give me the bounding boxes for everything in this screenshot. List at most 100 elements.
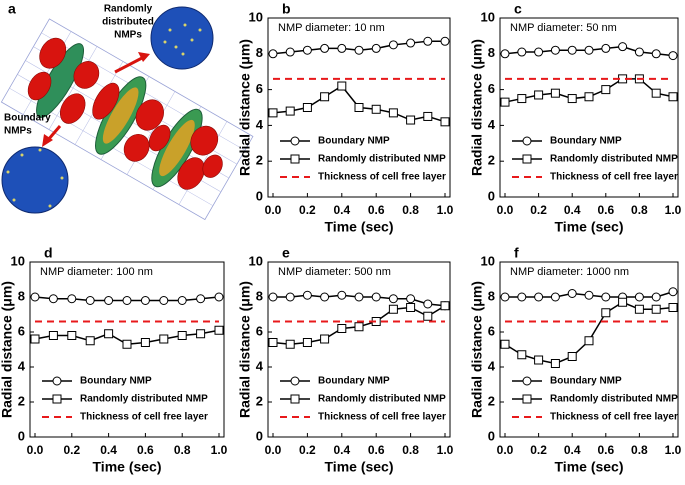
- legend-label: Boundary NMP: [318, 136, 390, 147]
- panel-label: d: [44, 245, 53, 261]
- point: [668, 287, 678, 297]
- point: [517, 47, 527, 57]
- x-tick-label: 0.6: [368, 443, 385, 457]
- y-tick-label: 4: [256, 117, 264, 132]
- x-tick-label: 0.2: [299, 443, 316, 457]
- x-axis-label: Time (sec): [93, 459, 162, 475]
- point: [214, 325, 224, 335]
- disk-core: [102, 87, 139, 144]
- y-tick-label: 0: [488, 428, 495, 443]
- series-line: [504, 301, 674, 365]
- random-nmps: [163, 23, 202, 56]
- point: [651, 292, 661, 302]
- y-tick-label: 10: [11, 253, 25, 268]
- x-axis-label: Time (sec): [555, 459, 624, 475]
- annotation: NMP diameter: 100 nm: [40, 266, 153, 278]
- plot-frame: [499, 261, 679, 438]
- point: [567, 94, 577, 104]
- y-axis-label: Radial distance (μm): [469, 39, 485, 176]
- legend-marker: [52, 394, 62, 404]
- y-tick-label: 10: [249, 253, 263, 268]
- point: [159, 334, 169, 344]
- annotation: NMPs: [4, 126, 32, 137]
- y-tick-label: 8: [256, 45, 263, 60]
- point: [122, 339, 132, 349]
- boundary-nmps: [6, 148, 64, 208]
- point: [30, 334, 40, 344]
- point: [567, 289, 577, 298]
- x-tick-label: 0.8: [631, 443, 648, 457]
- point: [196, 294, 206, 304]
- point: [302, 45, 312, 55]
- x-tick-label: 0.2: [63, 443, 80, 457]
- y-tick-label: 10: [249, 9, 263, 24]
- point: [440, 36, 450, 46]
- legend-label: Randomly distributed NMP: [80, 394, 208, 405]
- panel-label: f: [514, 245, 519, 261]
- point: [30, 292, 40, 302]
- annotation: NMP diameter: 10 nm: [278, 22, 385, 34]
- point: [423, 299, 433, 309]
- point: [567, 352, 577, 361]
- legend-marker: [52, 376, 62, 386]
- point: [104, 329, 114, 339]
- y-axis-label: Radial distance (μm): [237, 39, 253, 176]
- point: [500, 292, 510, 302]
- point: [584, 336, 594, 346]
- point: [371, 292, 381, 302]
- point: [634, 47, 644, 57]
- x-tick-label: 0.6: [137, 443, 154, 457]
- point: [388, 108, 398, 118]
- point: [500, 339, 510, 349]
- y-tick-label: 0: [256, 428, 263, 443]
- point: [534, 90, 544, 100]
- panel-label: a: [8, 1, 16, 17]
- point: [601, 308, 611, 318]
- point: [337, 81, 347, 91]
- legend-label: Boundary NMP: [318, 376, 390, 387]
- point: [517, 94, 527, 104]
- y-axis-label: Radial distance (μm): [469, 281, 485, 418]
- point: [122, 296, 132, 305]
- x-tick-label: 0.0: [265, 443, 282, 457]
- point: [268, 338, 278, 347]
- point: [500, 49, 510, 59]
- x-tick-label: 0.8: [402, 203, 419, 217]
- y-tick-label: 8: [18, 288, 25, 303]
- legend-marker: [290, 376, 300, 386]
- point: [550, 292, 560, 302]
- point: [354, 292, 364, 302]
- point: [668, 92, 678, 102]
- point: [423, 36, 433, 46]
- point: [337, 324, 347, 333]
- point: [320, 292, 330, 302]
- legend-label: Thickness of cell free layer: [550, 172, 678, 183]
- x-axis-label: Time (sec): [325, 219, 394, 235]
- point: [634, 304, 644, 314]
- legend-label: Randomly distributed NMP: [550, 394, 678, 405]
- point: [48, 294, 58, 304]
- x-tick-label: 0.2: [530, 443, 547, 457]
- annotation: NMPs: [114, 30, 142, 41]
- point: [140, 338, 150, 347]
- y-tick-label: 6: [256, 323, 263, 338]
- legend-label: Boundary NMP: [550, 136, 622, 147]
- annotation: distributed: [102, 17, 154, 28]
- point: [177, 296, 187, 305]
- plot-frame: [267, 17, 451, 198]
- x-tick-label: 1.0: [437, 203, 454, 217]
- y-tick-label: 2: [256, 153, 263, 168]
- point: [601, 292, 611, 302]
- y-tick-label: 6: [256, 81, 263, 96]
- x-tick-label: 1.0: [665, 203, 682, 217]
- annotation: Boundary: [4, 113, 51, 124]
- y-tick-label: 10: [481, 9, 495, 24]
- point: [517, 350, 527, 360]
- y-tick-label: 8: [488, 288, 495, 303]
- y-tick-label: 8: [488, 45, 495, 60]
- point: [584, 290, 594, 300]
- annotation: NMP diameter: 500 nm: [278, 266, 391, 278]
- panel-label: c: [514, 1, 522, 17]
- point: [354, 322, 364, 332]
- y-tick-label: 0: [18, 428, 25, 443]
